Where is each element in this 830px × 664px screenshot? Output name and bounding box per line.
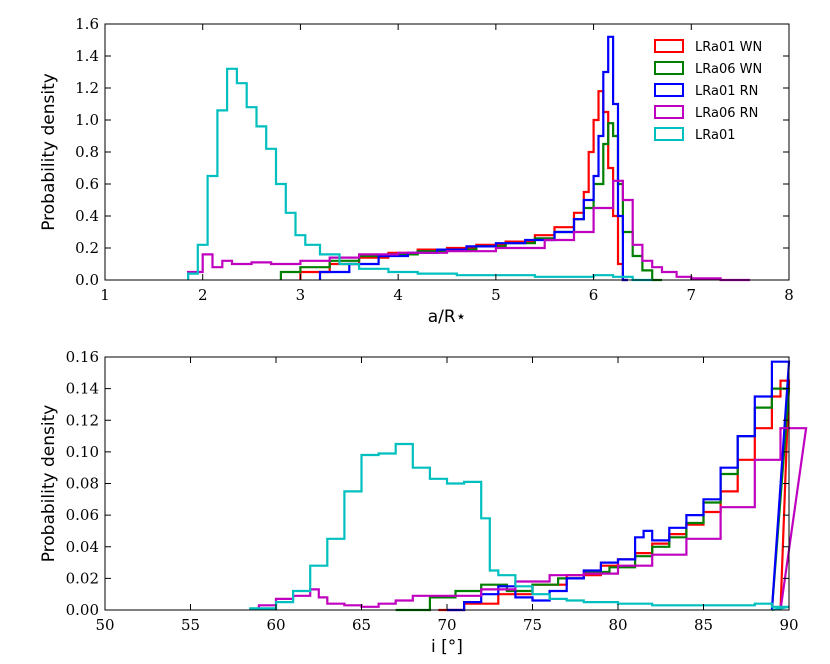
x-tick-label: 4 — [393, 286, 403, 304]
legend-entry-label: LRa01 WN — [695, 40, 762, 55]
series-line-lra06-rn — [257, 427, 808, 611]
x-tick-label: 85 — [694, 616, 713, 634]
x-tick-label: 65 — [352, 616, 371, 634]
series-line-lra01 — [249, 442, 790, 612]
y-tick-label: 0.6 — [75, 175, 99, 193]
series-line-lra06-rn — [187, 179, 750, 282]
y-tick-label: 0.8 — [75, 143, 99, 161]
x-tick-label: 3 — [296, 286, 306, 304]
chart-1: 1 2 3 4 5 6 7 8 0.0 0.2 0.4 0.6 0.8 1.0 1.2 1.4 1.6 a/R⋆ P… — [39, 15, 794, 327]
x-tick-label: 5 — [491, 286, 501, 304]
x-axis-label: i [°] — [431, 637, 463, 657]
series-line-lra01-rn — [318, 35, 628, 282]
y-tick-label: 1.4 — [75, 47, 99, 65]
y-tick-label: 1.2 — [75, 79, 99, 97]
y-axis-label: Probability density — [39, 405, 59, 563]
y-tick-label: 0.2 — [75, 239, 99, 257]
x-tick-label: 75 — [523, 616, 542, 634]
x-axis-label: a/R⋆ — [428, 307, 467, 327]
x-tick-label: 55 — [181, 616, 200, 634]
y-tick-label: 0.00 — [66, 601, 99, 619]
y-tick-label: 0.10 — [66, 443, 99, 461]
legend-swatch — [654, 39, 684, 53]
chart-2: 50 55 60 65 70 75 80 85 90 0.00 0.02 0.04 0.06 0.08 0.… — [39, 348, 808, 657]
legend-entry-label: LRa01 RN — [695, 84, 758, 99]
y-tick-label: 0.14 — [66, 380, 99, 398]
legend-swatch — [654, 61, 684, 75]
legend-entry-label: LRa01 — [695, 128, 736, 143]
x-tick-label: 2 — [198, 286, 208, 304]
x-tick-label: 7 — [687, 286, 697, 304]
x-tick-label: 90 — [779, 616, 798, 634]
y-tick-label: 0.0 — [75, 271, 99, 289]
y-tick-label: 0.06 — [66, 506, 99, 524]
legend-swatch — [654, 83, 684, 97]
y-tick-label: 0.04 — [66, 538, 99, 556]
x-tick-label: 8 — [784, 286, 794, 304]
legend-swatch — [654, 127, 684, 141]
y-tick-label: 0.08 — [66, 475, 99, 493]
y-tick-label: 0.4 — [75, 207, 99, 225]
y-tick-label: 1.6 — [75, 15, 99, 33]
legend-entry-label: LRa06 WN — [695, 62, 762, 77]
y-tick-label: 0.12 — [66, 411, 99, 429]
legend-swatch — [654, 105, 684, 119]
legend-entry-label: LRa06 RN — [695, 106, 758, 121]
series-line-lra01 — [187, 67, 653, 282]
legend: LRa01 WN LRa06 WN LRa01 RN LRa06 RN LRa01 — [654, 39, 762, 143]
y-tick-label: 0.16 — [66, 348, 99, 366]
x-tick-label: 50 — [95, 616, 114, 634]
y-tick-label: 1.0 — [75, 111, 99, 129]
x-tick-label: 60 — [266, 616, 285, 634]
x-tick-label: 70 — [437, 616, 456, 634]
y-tick-label: 0.02 — [66, 569, 99, 587]
x-tick-label: 6 — [589, 286, 599, 304]
x-tick-label: 1 — [100, 286, 110, 304]
y-axis-label: Probability density — [39, 73, 59, 231]
x-tick-label: 80 — [608, 616, 627, 634]
